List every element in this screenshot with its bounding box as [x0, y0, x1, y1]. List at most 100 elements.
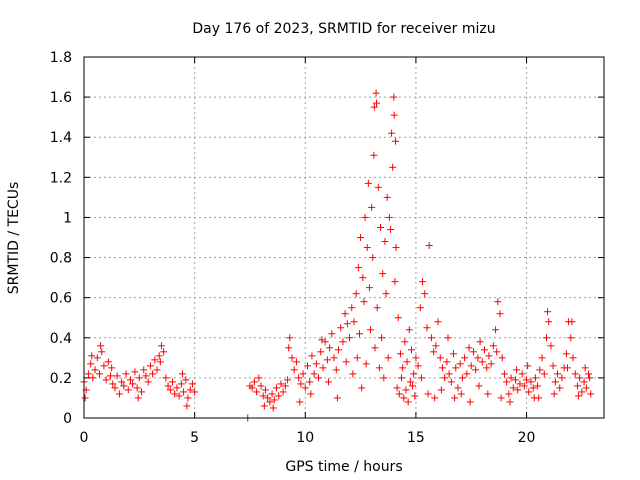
data-point — [529, 384, 537, 392]
data-point — [527, 378, 535, 386]
data-point — [175, 392, 183, 400]
data-point — [260, 402, 268, 410]
data-point — [498, 354, 506, 362]
data-point — [494, 298, 502, 306]
data-point — [255, 374, 263, 382]
data-point — [343, 320, 351, 328]
data-point — [364, 179, 372, 187]
data-point — [558, 374, 566, 382]
data-point — [135, 374, 143, 382]
data-point — [436, 354, 444, 362]
data-point — [438, 364, 446, 372]
data-point — [476, 338, 484, 346]
data-point — [341, 310, 349, 318]
data-point — [545, 318, 553, 326]
data-point — [393, 384, 401, 392]
data-point — [332, 366, 340, 374]
data-point — [93, 354, 101, 362]
data-point — [540, 370, 548, 378]
data-point — [434, 318, 442, 326]
data-point — [277, 380, 285, 388]
data-point — [315, 374, 323, 382]
data-point — [367, 326, 375, 334]
data-point — [380, 374, 388, 382]
data-point — [407, 346, 415, 354]
data-point — [466, 398, 474, 406]
data-point — [91, 366, 99, 374]
data-point — [375, 364, 383, 372]
y-tick-label: 1.8 — [50, 50, 72, 66]
data-point — [354, 264, 362, 272]
data-point — [381, 238, 389, 246]
data-point — [423, 324, 431, 332]
data-point — [182, 376, 190, 384]
data-point — [355, 330, 363, 338]
data-point — [562, 350, 570, 358]
data-point — [188, 380, 196, 388]
data-point — [370, 103, 378, 111]
data-point — [405, 326, 413, 334]
data-point — [403, 358, 411, 366]
data-point — [457, 390, 465, 398]
data-point — [308, 352, 316, 360]
data-point — [286, 334, 294, 342]
data-point — [377, 223, 385, 231]
data-point — [246, 382, 254, 390]
data-point — [451, 394, 459, 402]
data-point — [373, 304, 381, 312]
data-point — [358, 384, 366, 392]
data-point — [388, 129, 396, 137]
y-tick-label: 0 — [63, 411, 72, 427]
data-points — [80, 89, 595, 422]
data-point — [109, 380, 117, 388]
data-point — [576, 374, 584, 382]
data-point — [164, 382, 172, 390]
data-point — [257, 382, 265, 390]
data-point — [525, 388, 533, 396]
data-point — [437, 386, 445, 394]
data-point — [295, 374, 303, 382]
data-point — [551, 378, 559, 386]
data-point — [444, 334, 452, 342]
data-point — [507, 374, 515, 382]
data-point — [406, 378, 414, 386]
data-point — [443, 358, 451, 366]
data-point — [361, 213, 369, 221]
data-point — [303, 362, 311, 370]
data-point — [156, 358, 164, 366]
data-point — [409, 382, 417, 390]
data-point — [325, 378, 333, 386]
data-point — [573, 382, 581, 390]
data-point — [180, 388, 188, 396]
data-point — [454, 384, 462, 392]
data-point — [427, 334, 435, 342]
data-point — [452, 364, 460, 372]
data-point — [275, 392, 283, 400]
data-point — [81, 394, 89, 402]
data-point — [301, 384, 309, 392]
chart-title: Day 176 of 2023, SRMTID for receiver miz… — [192, 21, 495, 37]
data-point — [290, 366, 298, 374]
data-point — [567, 334, 575, 342]
data-point — [531, 374, 539, 382]
data-point — [587, 390, 595, 398]
data-point — [319, 364, 327, 372]
y-tick-label: 1.6 — [50, 90, 72, 106]
data-point — [404, 398, 412, 406]
data-point — [396, 350, 404, 358]
data-point — [292, 358, 300, 366]
data-point — [169, 378, 177, 386]
data-point — [120, 382, 128, 390]
data-point — [391, 278, 399, 286]
data-point — [348, 304, 356, 312]
data-point — [458, 374, 466, 382]
y-tick-label: 0.6 — [50, 291, 72, 307]
data-point — [518, 370, 526, 378]
data-point — [475, 382, 483, 390]
x-tick-label: 10 — [296, 430, 314, 446]
data-point — [469, 348, 477, 356]
data-point — [571, 370, 579, 378]
data-point — [378, 334, 386, 342]
data-point — [563, 364, 571, 372]
data-point — [374, 183, 382, 191]
